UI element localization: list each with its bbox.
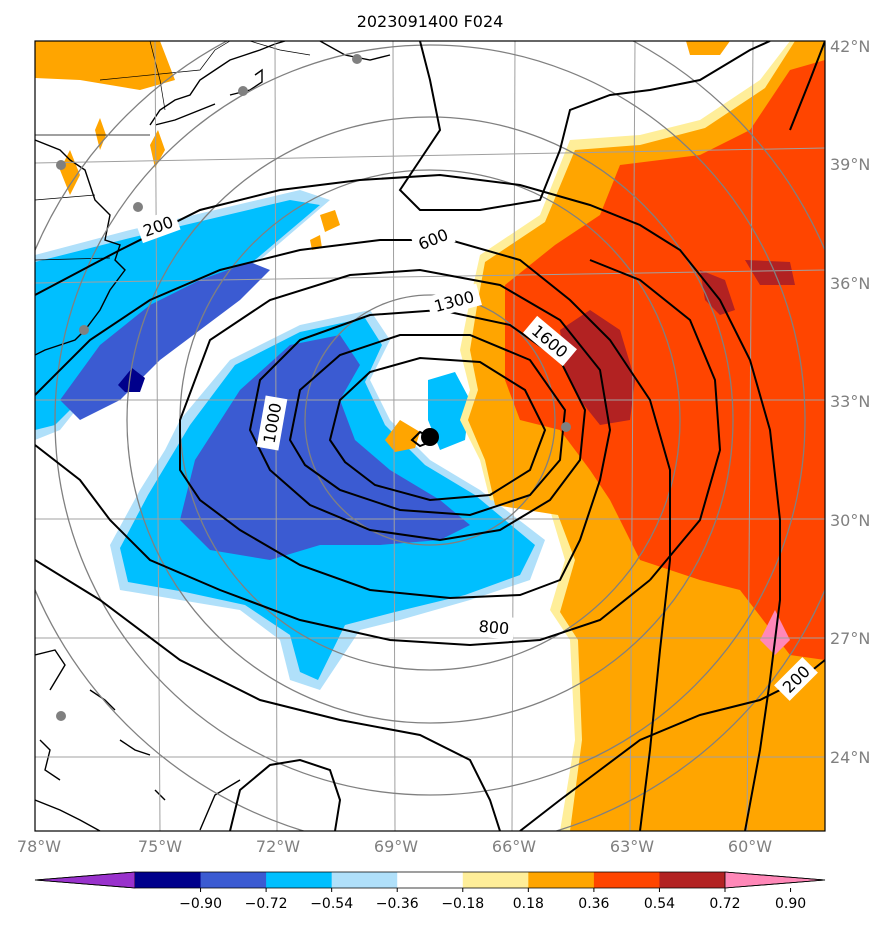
lon-tick-label: 60°W xyxy=(728,837,772,856)
colorbar-tick-label: −0.72 xyxy=(245,896,288,912)
colorbar-segment xyxy=(528,872,595,888)
colorbar-tick-label: 0.36 xyxy=(578,896,609,912)
lat-tick-label: 27°N xyxy=(830,629,870,648)
colorbar-tick-label: 0.72 xyxy=(709,896,740,912)
station-marker xyxy=(56,711,66,721)
bahamas-2 xyxy=(89,689,116,711)
range-rings xyxy=(35,41,825,831)
station-marker xyxy=(56,160,66,170)
figure-title: 2023091400 F024 xyxy=(357,12,504,31)
map-area: 200 600 1300 1600 1000 800 200 xyxy=(35,41,825,831)
colorbar-tick-label: 0.18 xyxy=(513,896,544,912)
colorbar-segment xyxy=(397,872,464,888)
colorbar-segment xyxy=(135,872,202,888)
bahamas-1 xyxy=(35,649,66,691)
colorbar-segment xyxy=(200,872,267,888)
station-marker xyxy=(238,86,248,96)
colorbar-segment xyxy=(266,872,333,888)
new-england-coast xyxy=(149,41,286,126)
coastlines xyxy=(35,41,391,831)
colorbar-tick-label: 0.54 xyxy=(644,896,675,912)
lon-tick-label: 72°W xyxy=(256,837,300,856)
station-marker xyxy=(79,325,89,335)
lat-tick-label: 33°N xyxy=(830,392,870,411)
colorbar-segment xyxy=(593,872,660,888)
height-contours xyxy=(35,41,825,831)
bahamas-5 xyxy=(39,739,61,781)
lon-tick-label: 75°W xyxy=(138,837,182,856)
positive-anomaly-field xyxy=(35,41,825,831)
bahamas-3 xyxy=(119,739,151,756)
hispaniola xyxy=(199,779,241,831)
long-island xyxy=(154,103,216,126)
state-borders xyxy=(35,41,311,261)
shading-pos-strong xyxy=(505,60,825,660)
colorbar-tick-label: −0.90 xyxy=(179,896,222,912)
shading-neg-darkest xyxy=(118,368,145,392)
cuba-coast xyxy=(35,799,101,831)
lat-tick-label: 24°N xyxy=(830,748,870,767)
lat-tick-label: 36°N xyxy=(830,274,870,293)
lon-tick-label: 78°W xyxy=(17,837,61,856)
colorbar-tick-label: 0.90 xyxy=(775,896,806,912)
longitude-axis: 78°W 75°W 72°W 69°W 66°W 63°W 60°W xyxy=(17,837,772,856)
station-marker xyxy=(561,422,571,432)
map-frame xyxy=(34,40,826,832)
lat-tick-label: 39°N xyxy=(830,155,870,174)
colorbar-segment xyxy=(331,872,398,888)
colorbar: −0.90 −0.72 −0.54 −0.36 −0.18 0.18 0.36 0.54 0.7… xyxy=(34,871,826,912)
colorbar-segment xyxy=(659,872,726,888)
colorbar-segment xyxy=(462,872,529,888)
colorbar-tick-label: −0.54 xyxy=(310,896,353,912)
storm-center-marker xyxy=(410,428,439,448)
lon-tick-label: 69°W xyxy=(374,837,418,856)
shading-pos-darkest xyxy=(560,260,795,425)
station-markers xyxy=(56,54,571,721)
colorbar-tick-label: −0.36 xyxy=(376,896,419,912)
colorbar-tick-label: −0.18 xyxy=(441,896,484,912)
station-marker xyxy=(133,202,143,212)
us-east-coast xyxy=(35,139,126,356)
latitude-axis: 42°N 39°N 36°N 33°N 30°N 27°N 24°N xyxy=(830,37,870,767)
lat-tick-label: 30°N xyxy=(830,511,870,530)
lat-tick-label: 42°N xyxy=(830,37,870,56)
colorbar-extend-low xyxy=(34,871,136,889)
lon-tick-label: 63°W xyxy=(610,837,654,856)
station-marker xyxy=(352,54,362,64)
colorbar-extend-high xyxy=(724,871,826,889)
colorbar-outline xyxy=(34,871,826,889)
lon-tick-label: 66°W xyxy=(492,837,536,856)
contour-label-800: 800 xyxy=(478,617,510,639)
